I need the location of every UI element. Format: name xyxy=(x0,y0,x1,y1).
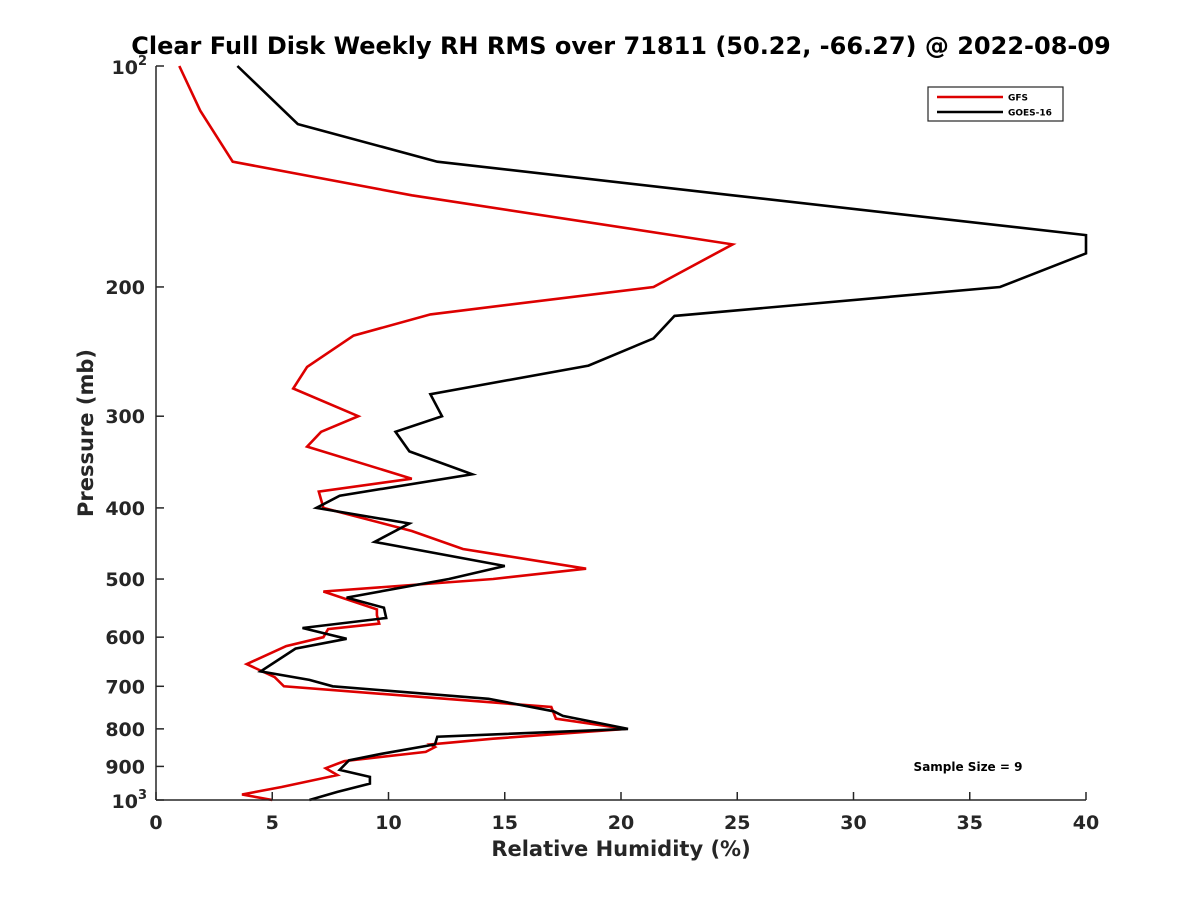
y-tick-exponent: 3 xyxy=(138,788,147,803)
y-tick-label: 700 xyxy=(105,676,145,698)
y-axis-label: Pressure (mb) xyxy=(74,349,98,517)
x-tick-label: 25 xyxy=(724,812,750,834)
x-tick-label: 5 xyxy=(266,812,279,834)
legend-label-gfs: GFS xyxy=(1008,94,1028,104)
y-tick-label: 800 xyxy=(105,719,145,741)
y-tick-label: 900 xyxy=(105,756,145,778)
sample-size-annotation: Sample Size = 9 xyxy=(914,760,1023,774)
y-tick-label: 600 xyxy=(105,627,145,649)
y-tick-label: 200 xyxy=(105,277,145,299)
plot-area xyxy=(156,66,1086,800)
legend-label-goes-16: GOES-16 xyxy=(1008,109,1052,119)
y-tick-base: 10 xyxy=(112,57,138,79)
series-line-gfs xyxy=(178,65,737,802)
series-layer xyxy=(178,65,1088,802)
x-ticks: 0 5 10 15 20 25 30 35 40 xyxy=(149,792,1099,834)
chart-title: Clear Full Disk Weekly RH RMS over 71811… xyxy=(131,32,1111,60)
x-tick-label: 20 xyxy=(608,812,634,834)
y-tick-label: 103 xyxy=(112,788,148,813)
x-tick-label: 30 xyxy=(840,812,866,834)
legend-items: GFS GOES-16 xyxy=(937,94,1052,119)
x-tick-label: 35 xyxy=(957,812,983,834)
x-tick-label: 40 xyxy=(1073,812,1099,834)
y-tick-label: 500 xyxy=(105,569,145,591)
y-tick-base: 10 xyxy=(112,791,138,813)
legend: GFS GOES-16 xyxy=(927,86,1064,122)
y-tick-label: 102 xyxy=(112,54,148,79)
y-tick-exponent: 2 xyxy=(138,54,147,69)
x-tick-label: 15 xyxy=(492,812,518,834)
x-axis-label: Relative Humidity (%) xyxy=(491,837,750,861)
series-line-goes-16 xyxy=(236,65,1088,802)
x-tick-label: 0 xyxy=(149,812,162,834)
y-tick-label: 400 xyxy=(105,498,145,520)
legend-box xyxy=(927,86,1064,122)
x-tick-label: 10 xyxy=(375,812,401,834)
y-tick-label: 300 xyxy=(105,406,145,428)
